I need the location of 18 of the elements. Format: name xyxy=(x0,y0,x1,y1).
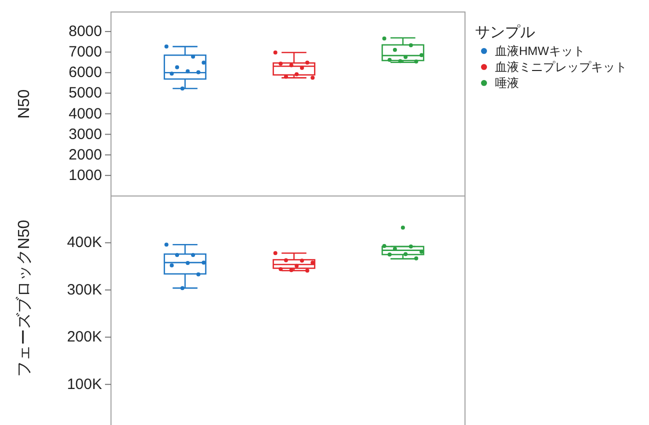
y-tick-label: 6000 xyxy=(68,64,102,82)
y-tick-label: 400K xyxy=(66,234,102,252)
legend-label: 血液ミニプレップキット xyxy=(495,60,627,74)
y-tick-label: 100K xyxy=(66,376,102,393)
y-tick-label: 3000 xyxy=(68,126,102,143)
y-tick-label: 4000 xyxy=(68,105,102,122)
y-axis-title: N50 xyxy=(16,89,33,119)
y-tick-label: 2000 xyxy=(68,146,102,164)
y-tick-label: 200K xyxy=(66,328,102,346)
y-axis-title: フェーズブロックN50 xyxy=(15,220,33,378)
y-tick-label: 7000 xyxy=(68,44,102,61)
legend-label: 血液HMWキット xyxy=(495,44,585,58)
y-tick-label: 5000 xyxy=(68,84,102,102)
y-tick-label: 300K xyxy=(66,281,102,298)
legend-label: 唾液 xyxy=(495,76,519,90)
y-tick-label: 8000 xyxy=(68,23,102,40)
legend-title: サンプル xyxy=(475,24,535,41)
y-tick-label: 1000 xyxy=(68,166,102,184)
